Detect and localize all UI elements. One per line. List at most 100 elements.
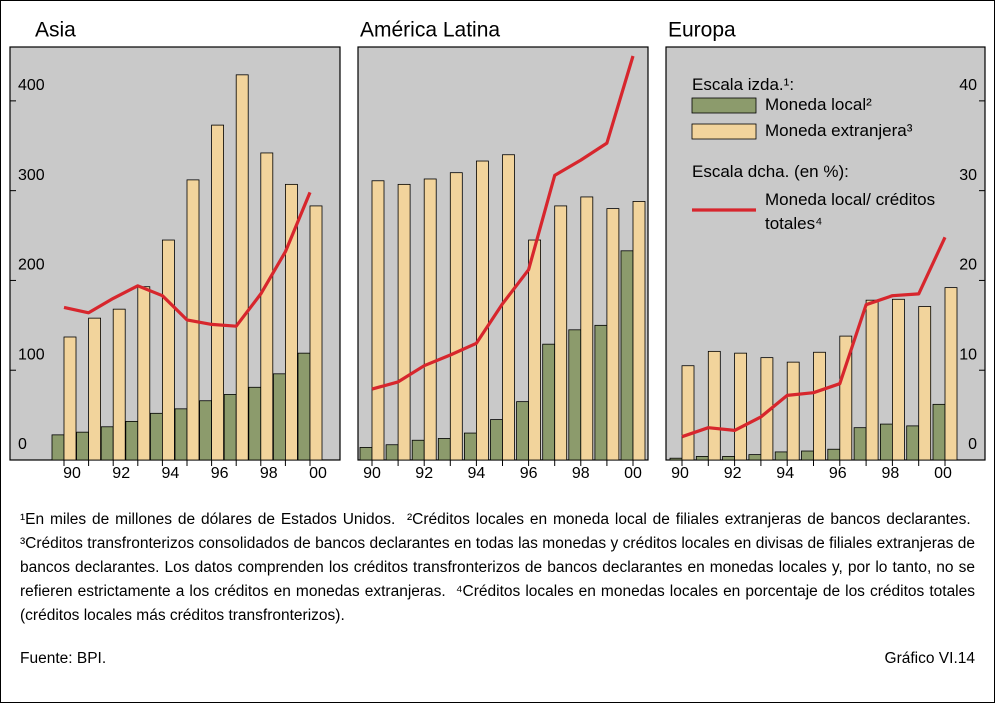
y2-tick-label: 10 xyxy=(959,346,977,363)
y2-tick-label: 0 xyxy=(968,436,977,453)
bar xyxy=(423,178,437,461)
bar xyxy=(248,386,262,461)
y-tick-label: 200 xyxy=(18,257,45,274)
bar xyxy=(199,400,213,461)
figure-label: Gráfico VI.14 xyxy=(884,650,975,667)
bar xyxy=(284,183,298,461)
bar xyxy=(827,448,841,461)
bar xyxy=(88,317,101,461)
bar xyxy=(112,308,126,461)
source: Fuente: BPI. xyxy=(20,650,107,667)
bar xyxy=(211,124,225,461)
x-tick-label: 92 xyxy=(112,465,130,482)
bar xyxy=(906,425,920,461)
ratio-line xyxy=(681,236,947,439)
bar xyxy=(100,426,114,461)
bar xyxy=(681,365,695,461)
bar xyxy=(223,394,237,461)
x-tick-label: 00 xyxy=(309,465,327,482)
x-tick-label: 98 xyxy=(882,465,900,482)
x-tick-label: 94 xyxy=(776,465,794,482)
bar xyxy=(174,408,188,461)
footnote: ²Créditos locales en moneda local de fil… xyxy=(407,511,971,528)
ratio-line xyxy=(371,55,635,391)
panel-title: América Latina xyxy=(360,19,500,42)
bar xyxy=(932,403,946,461)
bar xyxy=(385,444,399,461)
x-tick-label: 96 xyxy=(211,465,229,482)
y-tick-label: 100 xyxy=(18,346,45,363)
x-tick-label: 00 xyxy=(624,465,642,482)
x-tick-label: 96 xyxy=(829,465,847,482)
bar xyxy=(475,160,489,461)
bar xyxy=(437,438,451,461)
footnotes: ¹En miles de millones de dólares de Esta… xyxy=(20,508,975,628)
legend-label: Moneda extranjera³ xyxy=(765,121,913,140)
bar xyxy=(397,183,411,461)
bar xyxy=(554,205,568,461)
bar xyxy=(853,427,867,461)
legend-heading: Escala izda.¹: xyxy=(692,75,795,94)
y2-tick-label: 20 xyxy=(959,257,977,274)
bar xyxy=(260,152,274,461)
bar xyxy=(813,351,826,461)
bar xyxy=(516,401,529,461)
footnote: ¹En miles de millones de dólares de Esta… xyxy=(20,511,396,528)
bar xyxy=(502,154,515,461)
bar xyxy=(892,298,905,461)
bar xyxy=(632,201,646,461)
bar xyxy=(411,439,425,461)
bar xyxy=(371,180,385,461)
bar xyxy=(839,335,853,461)
bar xyxy=(359,447,373,461)
bar xyxy=(748,454,762,461)
bar xyxy=(734,352,747,461)
bar xyxy=(606,208,620,461)
x-tick-label: 90 xyxy=(363,465,381,482)
panel-title: Asia xyxy=(35,19,76,42)
bar xyxy=(918,306,932,461)
bar xyxy=(880,423,893,461)
bar xyxy=(76,431,89,461)
legend-heading: Escala dcha. (en %): xyxy=(692,162,849,181)
bar xyxy=(594,324,608,461)
bar xyxy=(801,450,814,461)
bar xyxy=(568,329,582,461)
bar xyxy=(580,196,594,461)
bar xyxy=(125,420,139,461)
bar xyxy=(309,205,323,461)
legend-swatch xyxy=(691,123,757,140)
bar xyxy=(542,343,556,461)
bar xyxy=(463,432,477,461)
y-tick-label: 400 xyxy=(18,77,45,94)
ratio-line xyxy=(63,191,312,328)
x-tick-label: 96 xyxy=(520,465,538,482)
x-tick-label: 00 xyxy=(934,465,952,482)
legend-label: Moneda local/ créditos totales⁴ xyxy=(765,190,936,233)
bar xyxy=(707,350,721,461)
x-tick-label: 92 xyxy=(415,465,433,482)
y2-tick-label: 40 xyxy=(959,77,977,94)
bar xyxy=(137,286,151,461)
bar xyxy=(722,456,735,461)
x-tick-label: 94 xyxy=(468,465,486,482)
bar xyxy=(669,457,683,461)
x-tick-label: 92 xyxy=(724,465,742,482)
y2-tick-label: 30 xyxy=(959,167,977,184)
bar xyxy=(449,172,463,461)
bar xyxy=(63,336,77,461)
y-tick-label: 300 xyxy=(18,167,45,184)
bar xyxy=(786,361,800,461)
bar xyxy=(774,451,788,461)
bar xyxy=(272,373,286,461)
bar xyxy=(944,287,958,461)
bar xyxy=(695,456,709,461)
footnote: ³Créditos transfronterizos consolidados … xyxy=(20,535,975,600)
legend-swatch xyxy=(691,97,757,114)
x-tick-label: 90 xyxy=(671,465,689,482)
x-tick-label: 98 xyxy=(260,465,278,482)
y-tick-label: 0 xyxy=(18,436,27,453)
bar xyxy=(620,250,634,461)
